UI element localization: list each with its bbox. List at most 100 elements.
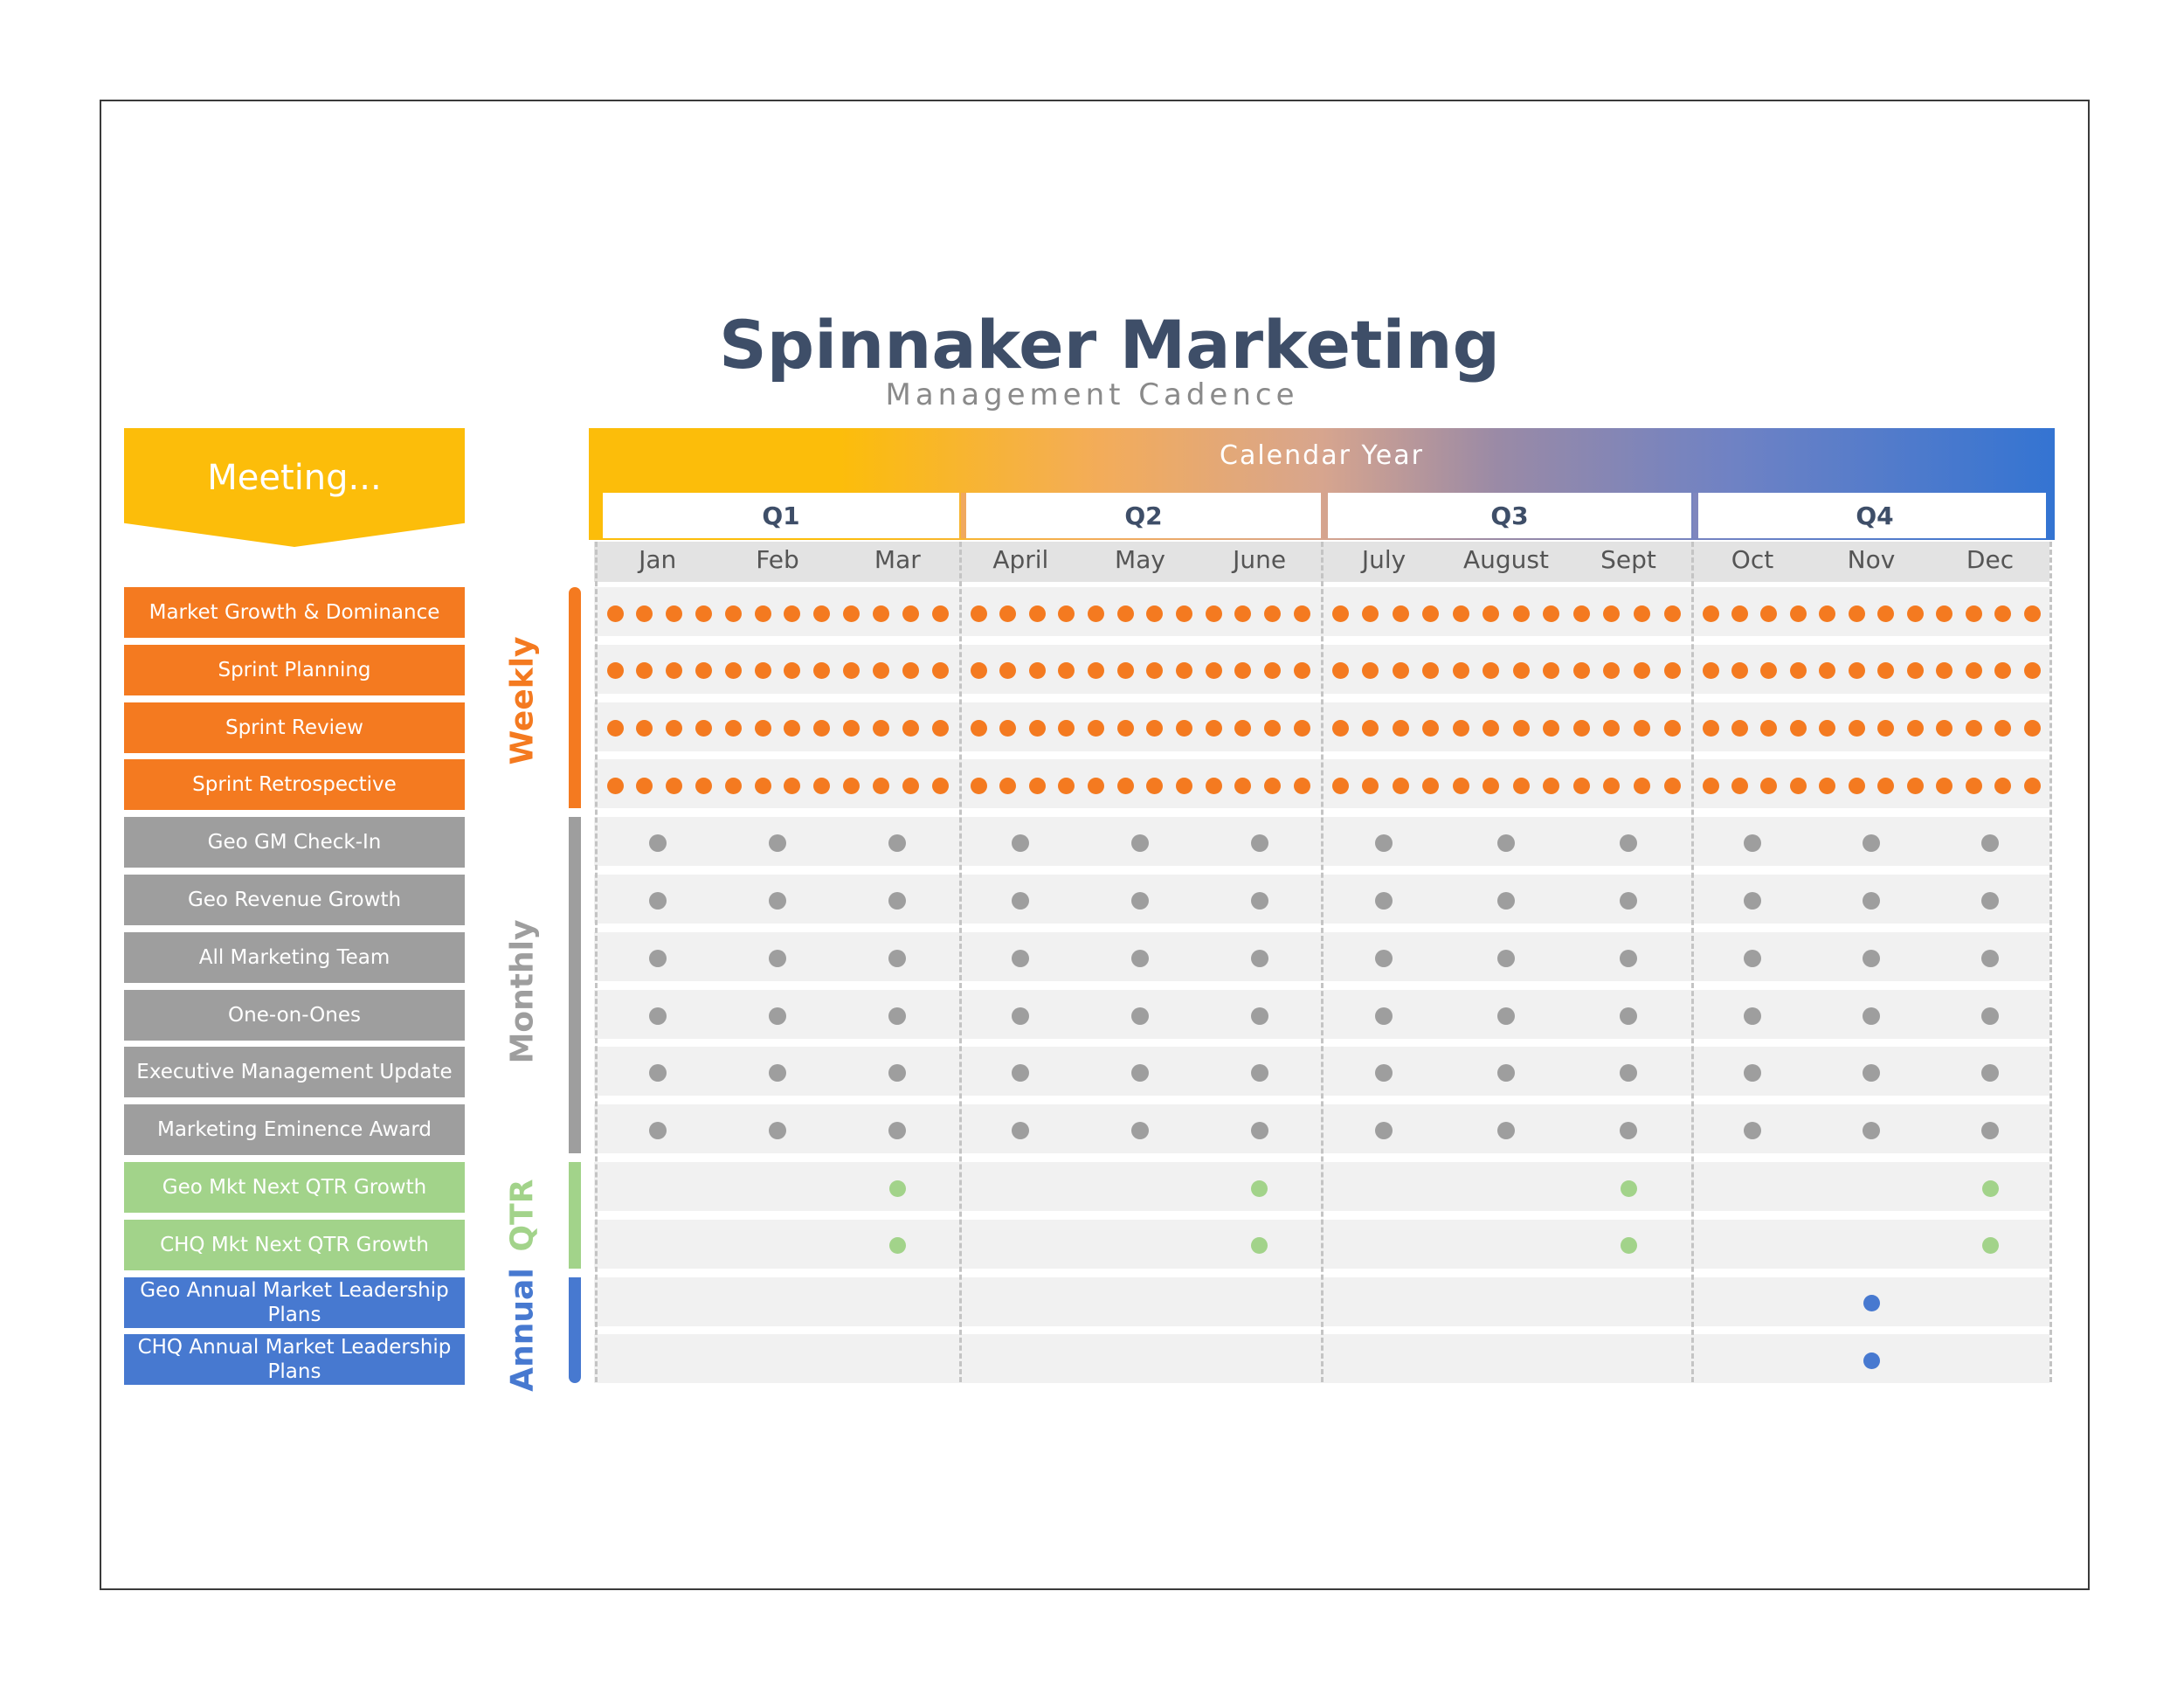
monthly-dot	[1131, 1007, 1149, 1025]
quarter-header-right-edge	[2046, 493, 2051, 538]
weekly-dot	[1205, 777, 1222, 794]
monthly-dot	[648, 949, 667, 967]
weekly-dot	[1362, 605, 1379, 622]
weekly-dot	[843, 662, 860, 680]
weekly-dot	[1633, 605, 1650, 622]
weekly-dot	[999, 777, 1017, 794]
monthly-dot	[1250, 1064, 1268, 1083]
monthly-dot	[888, 1007, 907, 1025]
weekly-dot	[1146, 777, 1164, 794]
weekly-dot	[1088, 720, 1105, 737]
weekly-dot	[695, 662, 712, 680]
weekly-dot	[1760, 605, 1778, 622]
weekly-dot	[1965, 720, 1982, 737]
weekly-dot	[1633, 777, 1650, 794]
weekly-dot	[606, 662, 624, 680]
weekly-dot	[784, 777, 801, 794]
quarter-header-q4: Q4	[1693, 493, 2051, 538]
weekly-dot	[1877, 720, 1895, 737]
monthly-dot	[1863, 1122, 1880, 1140]
weekly-dot	[606, 720, 624, 737]
weekly-dot	[1512, 605, 1530, 622]
weekly-dot	[1572, 605, 1590, 622]
qtr-dot	[1981, 1237, 1999, 1255]
weekly-dot	[1994, 720, 2012, 737]
weekly-dot	[784, 720, 801, 737]
weekly-dot	[1819, 605, 1836, 622]
quarter-separator-1	[595, 542, 598, 1382]
monthly-dot	[1375, 1007, 1393, 1025]
weekly-dot	[1543, 777, 1560, 794]
weekly-dot	[872, 662, 889, 680]
monthly-dot	[1012, 892, 1030, 910]
month-label-july: July	[1361, 545, 1406, 574]
weekly-dot	[1392, 720, 1409, 737]
weekly-dot	[999, 662, 1017, 680]
weekly-dot	[1572, 662, 1590, 680]
weekly-dot	[1452, 777, 1469, 794]
weekly-dot	[1633, 662, 1650, 680]
weekly-dot	[1392, 662, 1409, 680]
weekly-dot	[724, 720, 742, 737]
weekly-dot	[970, 777, 987, 794]
monthly-dot	[1744, 1122, 1761, 1140]
weekly-dot	[1760, 777, 1778, 794]
meeting-label-6: Geo Revenue Growth	[124, 875, 465, 925]
weekly-dot	[1789, 777, 1807, 794]
qtr-dot	[1251, 1237, 1268, 1255]
weekly-dot	[1877, 777, 1895, 794]
meeting-header-label: Meeting...	[207, 458, 382, 498]
weekly-dot	[1058, 662, 1075, 680]
weekly-dot	[784, 605, 801, 622]
weekly-dot	[1116, 605, 1134, 622]
weekly-dot	[1116, 720, 1134, 737]
monthly-dot	[1620, 1122, 1637, 1140]
meeting-header: Meeting...	[124, 428, 465, 547]
monthly-dot	[888, 1064, 907, 1083]
weekly-dot	[1663, 720, 1681, 737]
weekly-dot	[1422, 777, 1440, 794]
weekly-dot	[999, 720, 1017, 737]
weekly-dot	[813, 662, 831, 680]
qtr-dot	[1620, 1237, 1637, 1255]
monthly-dot	[1744, 1007, 1761, 1025]
weekly-dot	[1293, 777, 1310, 794]
weekly-dot	[902, 720, 919, 737]
weekly-dot	[1205, 662, 1222, 680]
weekly-dot	[1175, 605, 1192, 622]
weekly-dot	[1543, 720, 1560, 737]
weekly-dot	[1452, 605, 1469, 622]
weekly-dot	[724, 605, 742, 622]
weekly-dot	[1362, 777, 1379, 794]
monthly-dot	[769, 1064, 786, 1083]
monthly-dot	[1744, 892, 1761, 910]
weekly-dot	[2023, 662, 2041, 680]
monthly-dot	[1250, 1007, 1268, 1025]
monthly-dot	[1131, 834, 1149, 853]
weekly-dot	[1906, 662, 1924, 680]
monthly-dot	[1744, 1064, 1761, 1083]
weekly-dot	[1058, 777, 1075, 794]
weekly-dot	[1116, 777, 1134, 794]
quarter-header-q1: Q1	[598, 493, 959, 538]
weekly-dot	[931, 662, 949, 680]
monthly-dot	[1250, 1122, 1268, 1140]
monthly-dot	[1375, 834, 1393, 853]
weekly-dot	[1848, 720, 1865, 737]
monthly-dot	[1012, 1007, 1030, 1025]
weekly-dot	[695, 605, 712, 622]
weekly-dot	[666, 777, 683, 794]
weekly-dot	[1789, 720, 1807, 737]
weekly-dot	[1422, 720, 1440, 737]
weekly-dot	[1362, 720, 1379, 737]
weekly-dot	[754, 605, 771, 622]
meeting-label-11: Geo Mkt Next QTR Growth	[124, 1162, 465, 1213]
meeting-label-12: CHQ Mkt Next QTR Growth	[124, 1219, 465, 1270]
weekly-dot	[1819, 720, 1836, 737]
monthly-dot	[769, 892, 786, 910]
frequency-label-monthly: Monthly	[504, 919, 541, 1064]
weekly-dot	[1543, 662, 1560, 680]
monthly-dot	[1863, 834, 1880, 853]
frequency-bar-weekly	[569, 587, 581, 809]
weekly-dot	[1702, 605, 1719, 622]
